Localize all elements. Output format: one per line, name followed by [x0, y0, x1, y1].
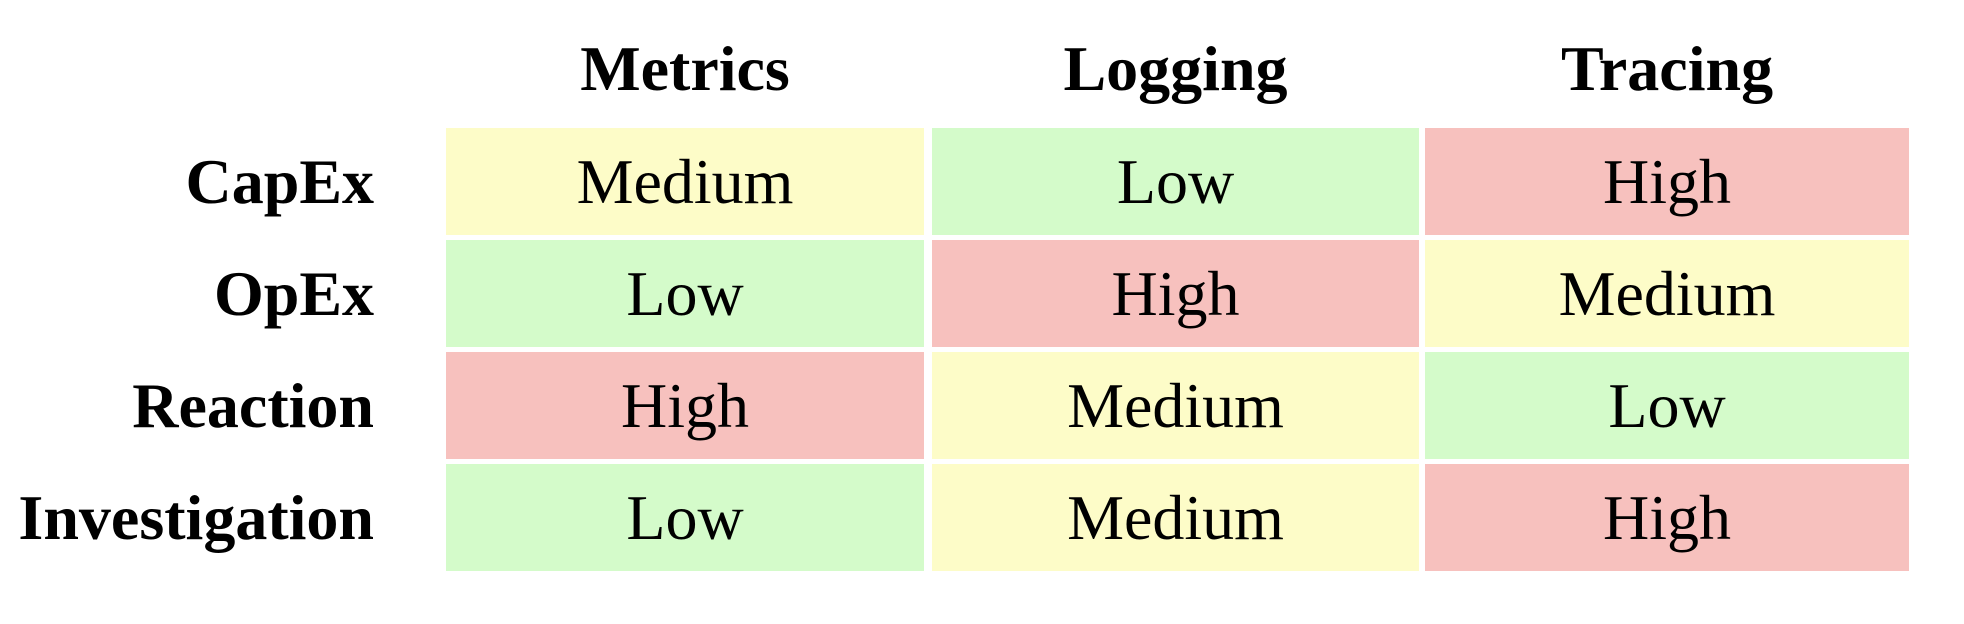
column-header-metrics: Metrics — [580, 33, 790, 104]
cell-capex-tracing: High — [1425, 128, 1909, 235]
cell-reaction-logging: Medium — [932, 352, 1419, 459]
cell-investigation-logging: Medium — [932, 464, 1419, 571]
cell-opex-tracing: Medium — [1425, 240, 1909, 347]
cell-capex-metrics: Medium — [446, 128, 924, 235]
cell-investigation-metrics: Low — [446, 464, 924, 571]
cell-reaction-tracing: Low — [1425, 352, 1909, 459]
row-header-opex: OpEx — [213, 258, 374, 329]
column-header-tracing: Tracing — [1560, 33, 1774, 104]
cell-investigation-tracing: High — [1425, 464, 1909, 571]
row-header-investigation: Investigation — [18, 482, 374, 553]
row-header-reaction: Reaction — [132, 370, 374, 441]
row-header-capex: CapEx — [185, 146, 375, 217]
cell-capex-logging: Low — [932, 128, 1419, 235]
column-header-logging: Logging — [1063, 33, 1288, 104]
cell-opex-logging: High — [932, 240, 1419, 347]
cell-opex-metrics: Low — [446, 240, 924, 347]
cell-reaction-metrics: High — [446, 352, 924, 459]
